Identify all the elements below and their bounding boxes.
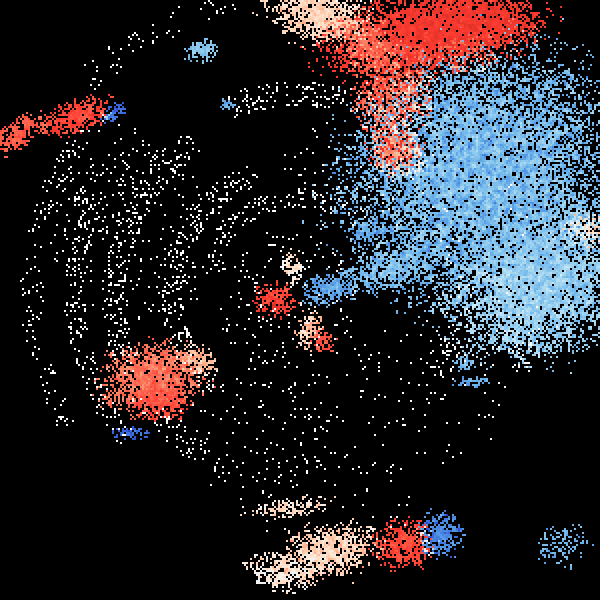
radar-raster-canvas [0,0,600,600]
radar-visualization: Doppler radar radial velocity field RdBu… [0,0,600,600]
